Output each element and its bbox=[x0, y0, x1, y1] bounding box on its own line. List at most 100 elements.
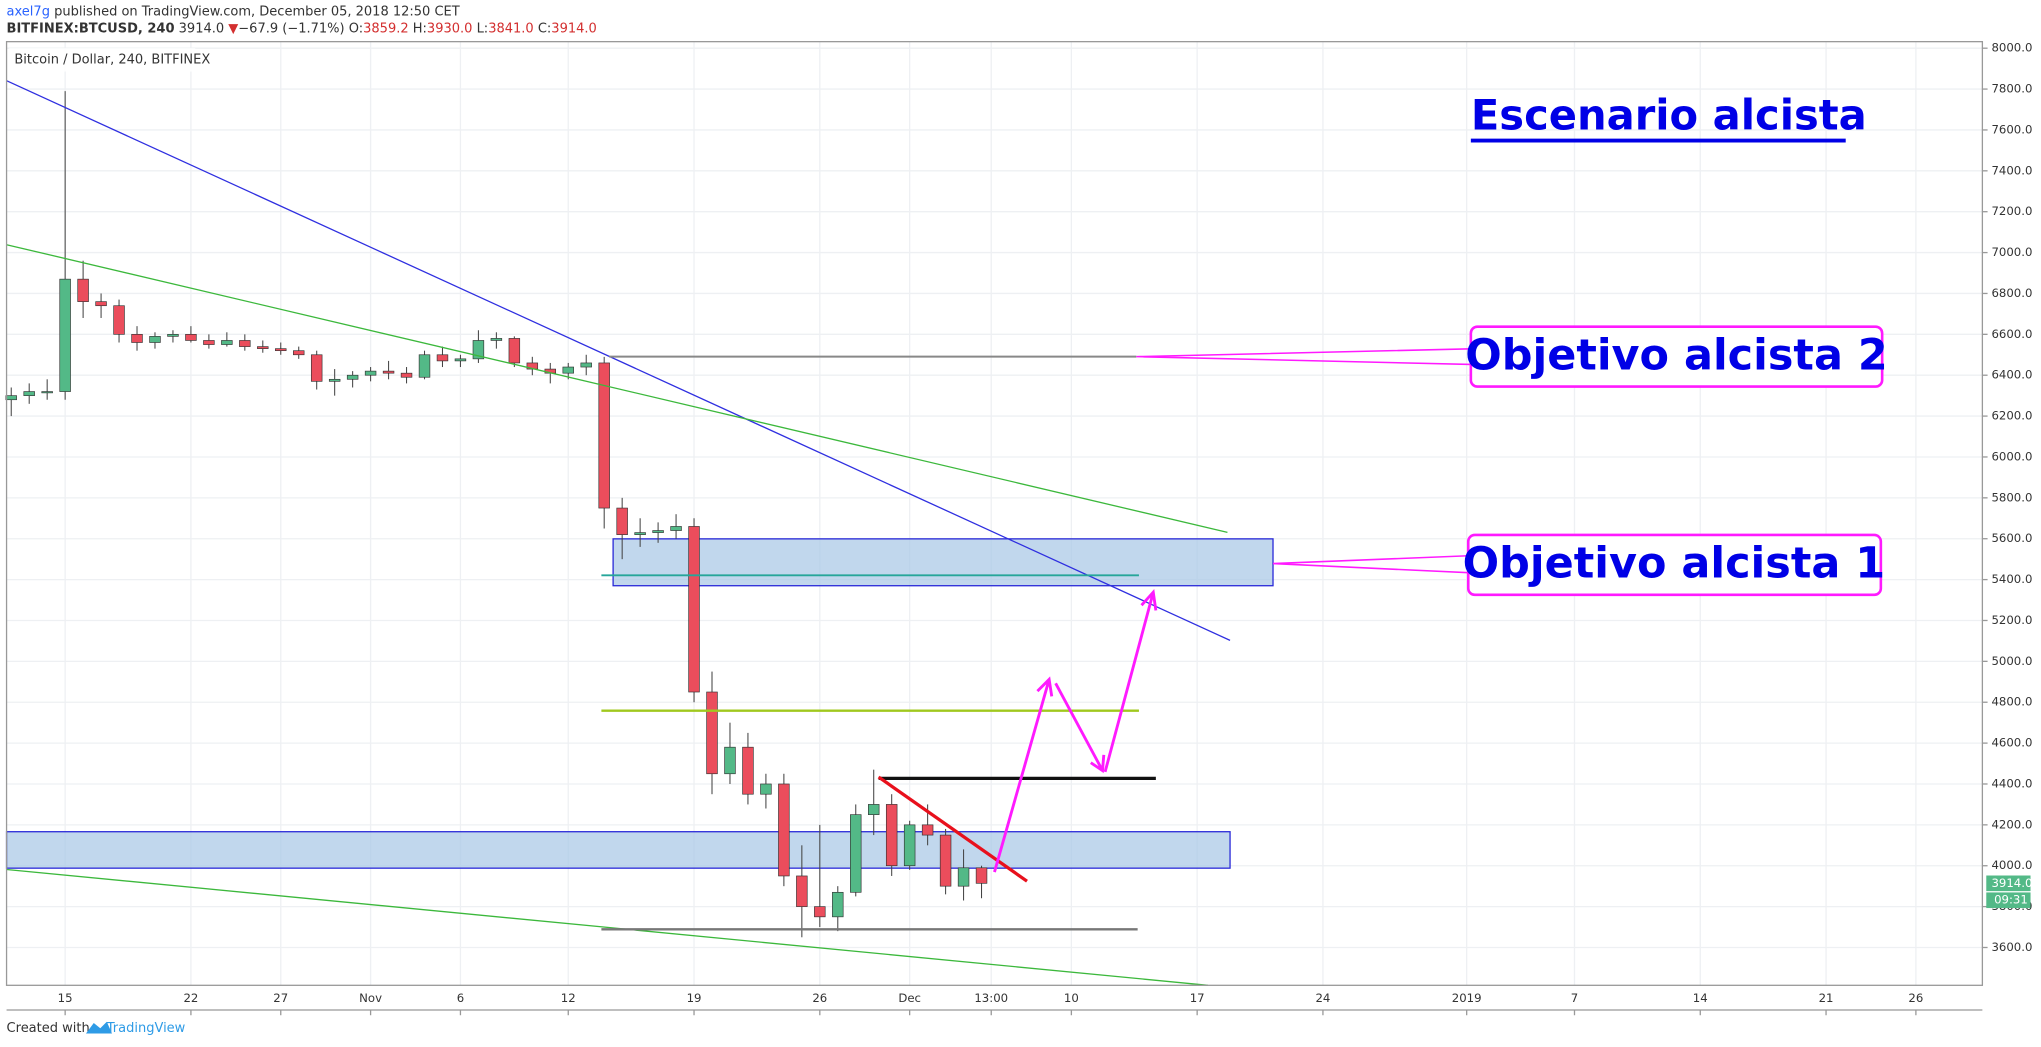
header-ohlc: BITFINEX:BTCUSD, 240 3914.0 ▼−67.9 (−1.7… bbox=[7, 21, 597, 36]
candle-body bbox=[5, 395, 17, 401]
y-tick-label: 7600.0 bbox=[1991, 122, 2032, 136]
y-tick-label: 4000.0 bbox=[1991, 858, 2032, 872]
x-tick-label: 27 bbox=[273, 991, 288, 1005]
channel-bottom bbox=[6, 868, 1208, 986]
candle-body bbox=[688, 526, 700, 693]
candle-body bbox=[293, 350, 305, 356]
candle-body bbox=[59, 278, 71, 392]
candle-body bbox=[903, 824, 916, 867]
x-tick-label: 15 bbox=[58, 991, 73, 1005]
candle-body bbox=[167, 334, 179, 337]
last: 3914.0 bbox=[179, 21, 225, 36]
candle-body bbox=[796, 875, 808, 907]
change-arrow: ▼ bbox=[228, 21, 238, 36]
high-label: H: bbox=[413, 21, 427, 36]
last-price-box bbox=[1986, 875, 2031, 892]
candle-body bbox=[562, 366, 574, 374]
y-tick-label: 5000.0 bbox=[1991, 654, 2032, 668]
x-tick-label: 10 bbox=[1064, 991, 1079, 1005]
candle-body bbox=[472, 340, 485, 360]
drawings-back bbox=[5, 538, 1274, 869]
candle-body bbox=[382, 370, 395, 374]
y-tick-label: 6000.0 bbox=[1991, 449, 2032, 463]
grid bbox=[6, 41, 1983, 986]
change: −67.9 (−1.71%) bbox=[238, 21, 344, 36]
x-tick-label: 17 bbox=[1190, 991, 1205, 1005]
high: 3930.0 bbox=[427, 21, 473, 36]
candle-body bbox=[185, 334, 197, 341]
candle-body bbox=[149, 336, 161, 343]
candle-body bbox=[706, 691, 718, 775]
support-zone bbox=[5, 831, 1231, 869]
candle-body bbox=[778, 783, 790, 877]
x-tick-label: 22 bbox=[183, 991, 198, 1005]
y-tick-label: 7400.0 bbox=[1991, 163, 2032, 177]
candle-body bbox=[975, 867, 988, 884]
candle-body bbox=[203, 340, 215, 345]
candle-body bbox=[239, 340, 251, 347]
countdown: 09:31 bbox=[1994, 893, 2028, 907]
last-price-label: 3914.0 bbox=[1991, 876, 2032, 890]
brand-logo bbox=[85, 1021, 112, 1034]
annotation-heading: Escenario alcista bbox=[1471, 90, 1867, 139]
candle-body bbox=[346, 374, 359, 380]
x-tick-label: 24 bbox=[1315, 991, 1330, 1005]
x-tick-label: 26 bbox=[812, 991, 827, 1005]
y-tick-label: 3600.0 bbox=[1991, 940, 2032, 954]
candle-body bbox=[454, 358, 467, 362]
candle-body bbox=[760, 783, 772, 795]
candle-body bbox=[598, 362, 610, 509]
x-tick-label: 26 bbox=[1908, 991, 1923, 1005]
y-tick-label: 7800.0 bbox=[1991, 82, 2032, 96]
x-tick-label: 14 bbox=[1693, 991, 1708, 1005]
candle-body bbox=[490, 338, 503, 341]
x-tick-label: 7 bbox=[1571, 991, 1578, 1005]
y-tick-label: 4400.0 bbox=[1991, 776, 2032, 790]
x-tick-label: 19 bbox=[687, 991, 702, 1005]
title-bg bbox=[9, 48, 196, 72]
candle-body bbox=[921, 824, 934, 836]
candle-body bbox=[832, 891, 844, 918]
y-tick-label: 8000.0 bbox=[1991, 41, 2032, 55]
candle-body bbox=[77, 278, 89, 302]
publisher[interactable]: axel7g bbox=[7, 4, 50, 19]
y-tick-label: 5800.0 bbox=[1991, 490, 2032, 504]
target-zone bbox=[612, 538, 1274, 587]
x-tick-label: 21 bbox=[1819, 991, 1834, 1005]
published: published on TradingView.com, December 0… bbox=[50, 4, 460, 19]
candle-body bbox=[580, 362, 592, 368]
candle-body bbox=[328, 378, 341, 382]
candle-body bbox=[742, 746, 754, 795]
footer-brand[interactable]: TradingView bbox=[106, 1021, 186, 1036]
candle-body bbox=[364, 370, 377, 376]
close: 3914.0 bbox=[551, 21, 597, 36]
candle-body bbox=[670, 526, 682, 531]
header-line: axel7g published on TradingView.com, Dec… bbox=[7, 4, 460, 19]
candle-body bbox=[939, 834, 952, 887]
callout-box bbox=[1469, 325, 1884, 388]
y-tick-label: 4200.0 bbox=[1991, 817, 2032, 831]
plot-frame bbox=[5, 41, 1984, 986]
candle-body bbox=[23, 391, 35, 396]
countdown-box bbox=[1986, 892, 2031, 909]
arrow bbox=[993, 676, 1054, 873]
low: 3841.0 bbox=[488, 21, 533, 36]
y-tick-label: 6400.0 bbox=[1991, 368, 2032, 382]
candle-body bbox=[113, 305, 125, 335]
candle-body bbox=[436, 354, 449, 362]
candle-body bbox=[957, 867, 970, 887]
arrow bbox=[1054, 682, 1106, 774]
candle-body bbox=[275, 348, 287, 352]
drawings: Objetivo alcista 2 Objetivo alcista 1 Es… bbox=[6, 80, 1888, 986]
open: 3859.2 bbox=[363, 21, 409, 36]
candle-body bbox=[724, 746, 736, 775]
y-tick-label: 5200.0 bbox=[1991, 613, 2032, 627]
x-tick-label: Nov bbox=[359, 991, 382, 1005]
y-tick-label: 7200.0 bbox=[1991, 204, 2032, 218]
channel-top bbox=[6, 244, 1228, 533]
candle-body bbox=[41, 391, 53, 394]
y-tick-label: 7000.0 bbox=[1991, 245, 2032, 259]
y-tick-label: 6200.0 bbox=[1991, 409, 2032, 423]
